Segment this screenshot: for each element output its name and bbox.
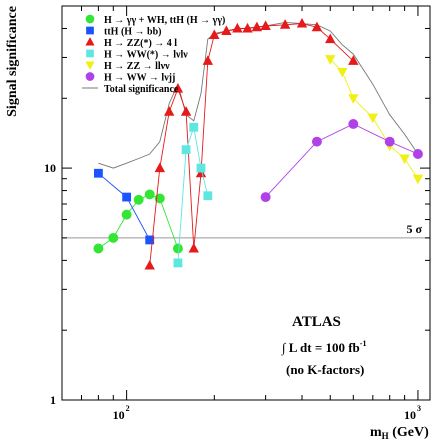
series-5-point: [348, 94, 359, 104]
series-6-point: [384, 136, 395, 147]
y-tick-label-base: 10: [44, 161, 56, 175]
x-tick-label: 10 3: [404, 404, 421, 422]
series-4-point: [189, 122, 199, 132]
series-3-point: [202, 55, 214, 65]
legend-marker-2: [86, 26, 94, 35]
series-3-point: [325, 33, 336, 44]
series-3-point: [144, 259, 155, 270]
kfactor-label: (no K-factors): [286, 362, 364, 377]
legend-marker-4: [86, 49, 94, 58]
x-tick-label-base: 10: [404, 408, 416, 422]
series-5-point: [337, 67, 348, 78]
series-1-point: [133, 194, 144, 205]
series-5-point: [367, 113, 379, 124]
series-3-point: [251, 21, 263, 32]
plot-area: 5 σ: [62, 17, 430, 270]
x-tick-label-exp: 2: [126, 404, 130, 413]
series-4-point: [203, 191, 213, 201]
series-3-point: [279, 19, 291, 29]
series-4-point: [196, 163, 206, 173]
y-tick-label-base: 1: [50, 393, 56, 407]
legend-label-5: H → ZZ → llνν: [104, 61, 170, 72]
legend-marker-5: [85, 61, 95, 70]
series-2-point: [122, 192, 132, 202]
legend-label-total: Total significance: [104, 84, 179, 95]
legend-label-3: H → ZZ(*) → 4 l: [104, 38, 177, 49]
annotations: ATLAS ∫ L dt = 100 fb-1 (no K-factors): [281, 314, 366, 377]
legend-label-1: H → γγ + WH, ttH (H → γγ): [104, 15, 225, 26]
series-3-point: [232, 22, 243, 33]
luminosity-label: ∫ L dt = 100 fb-1: [281, 339, 366, 356]
series-1-point: [144, 189, 155, 200]
y-axis-title: Signal significance: [5, 6, 20, 117]
series-3-point: [348, 55, 359, 65]
y-tick-label: 1: [50, 393, 56, 407]
series-1-point: [121, 209, 132, 220]
legend-marker-1: [85, 14, 95, 24]
atlas-label: ATLAS: [292, 314, 341, 330]
x-tick-label-base: 10: [113, 408, 125, 422]
series-3-point: [180, 106, 192, 116]
series-1-point: [108, 232, 119, 243]
total-significance-line: [98, 21, 419, 169]
legend-marker-6: [85, 72, 95, 81]
series-2-point: [93, 168, 103, 178]
series-6-point: [348, 118, 359, 129]
legend: H → γγ + WH, ttH (H → γγ)ttH (H → bb)H →…: [82, 14, 225, 95]
series-3-point: [296, 17, 308, 28]
legend-label-4: H → WW(*) → lνlν: [104, 50, 188, 61]
series-1-point: [93, 243, 104, 254]
series-5-point: [325, 55, 336, 65]
series-4-point: [181, 145, 191, 155]
series-6-point: [260, 192, 271, 203]
series-5-point: [412, 174, 424, 185]
series-3-point: [260, 20, 271, 30]
series-3-point: [154, 162, 166, 173]
threshold-label: 5 σ: [406, 222, 422, 236]
legend-label-6: H → WW → lνjj: [104, 73, 175, 84]
series-3-point: [209, 29, 220, 39]
x-tick-label: 10 2: [113, 404, 130, 422]
series-3-point: [172, 83, 184, 93]
series-2-point: [145, 235, 155, 245]
legend-marker-3: [85, 37, 95, 46]
x-tick-label-exp: 3: [417, 404, 421, 413]
x-axis-title: mH (GeV): [370, 425, 429, 441]
series-3-point: [242, 22, 253, 33]
axes: 102103110102mH (GeV)Signal significance: [5, 5, 431, 441]
y-tick-label: 10: [44, 161, 56, 175]
series-1-point: [172, 243, 183, 254]
series-3-point: [163, 106, 175, 116]
series-3-point: [311, 21, 323, 32]
series-3-point: [188, 242, 199, 253]
plot-frame: [61, 5, 431, 401]
series-4-point: [173, 258, 183, 268]
series-5-point: [399, 154, 410, 165]
series-3-point: [221, 25, 232, 36]
series-6-point: [311, 136, 322, 147]
series-6-point: [412, 149, 423, 159]
legend-label-2: ttH (H → bb): [104, 27, 162, 38]
